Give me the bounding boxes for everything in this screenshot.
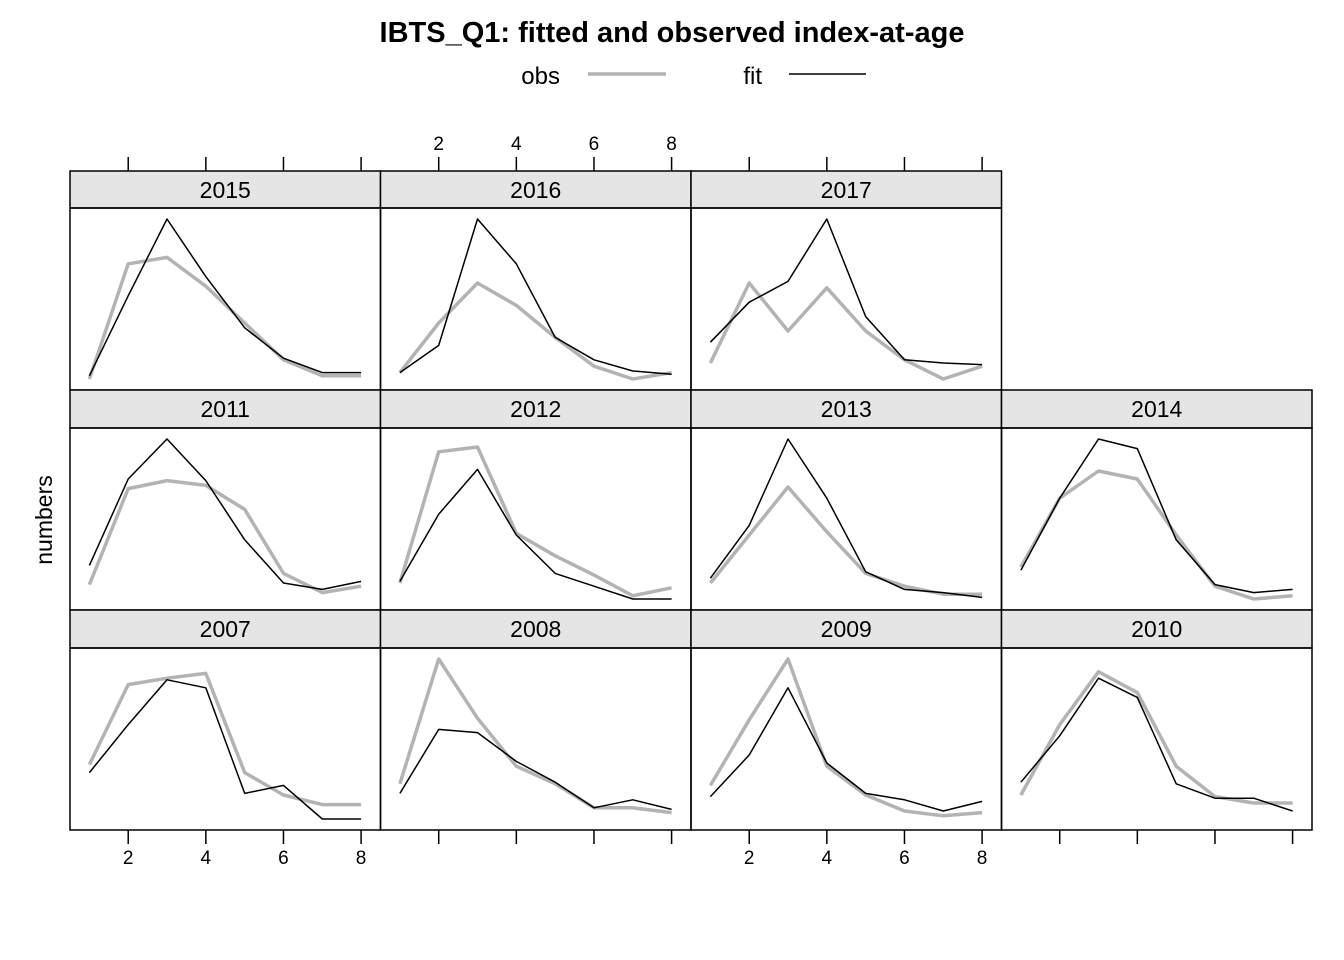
bottom-tick-label-col2-6: 6 [899, 848, 910, 869]
fit-line-2009 [709, 687, 983, 812]
panel-2010: 2010 [1000, 609, 1313, 831]
fit-line-2008 [399, 728, 672, 811]
panel-2016: 2016 [379, 170, 692, 391]
plot-area-2017 [690, 207, 1003, 391]
top-tick-label-col1-2: 2 [433, 134, 444, 155]
strip-label-2014: 2014 [1131, 396, 1182, 422]
bottom-tick-label-col2-8: 8 [977, 848, 988, 869]
strip-label-2009: 2009 [821, 616, 872, 642]
obs-line-2013 [709, 485, 983, 596]
strip-2013 [690, 389, 1003, 429]
obs-line-2009 [708, 657, 983, 818]
top-tick-label-col1-4: 4 [511, 134, 522, 155]
plot-area-2010 [1000, 647, 1313, 831]
panel-2009: 2009 [690, 609, 1003, 831]
top-tick-label-col1-8: 8 [666, 134, 677, 155]
strip-label-2010: 2010 [1131, 616, 1182, 642]
strip-2012 [379, 389, 692, 429]
strip-2009 [690, 609, 1003, 649]
fit-line-2011 [88, 438, 362, 591]
y-axis-label: numbers [31, 475, 57, 564]
strip-label-2015: 2015 [200, 177, 251, 203]
bottom-tick-label-col0-8: 8 [356, 848, 367, 869]
fit-line-2017 [709, 218, 983, 366]
strip-2014 [1000, 389, 1313, 429]
obs-line-2015 [87, 255, 362, 380]
bottom-tick-label-col0-2: 2 [123, 848, 134, 869]
panel-2007: 2007 [69, 609, 382, 831]
legend: obs fit [521, 63, 866, 90]
obs-line-2010 [1019, 670, 1293, 805]
obs-line-2012 [398, 445, 672, 598]
panel-2017: 2017 [690, 170, 1003, 391]
strip-label-2013: 2013 [821, 396, 872, 422]
strip-label-2011: 2011 [201, 396, 250, 422]
fit-line-2012 [399, 468, 672, 600]
panel-2012: 2012 [379, 389, 692, 611]
panel-2011: 2011 [69, 389, 382, 611]
obs-line-2016 [398, 281, 672, 381]
strip-label-2017: 2017 [821, 177, 872, 203]
obs-line-2014 [1019, 469, 1293, 601]
obs-line-2008 [398, 657, 672, 815]
obs-line-2007 [87, 671, 362, 807]
panel-2013: 2013 [690, 389, 1003, 611]
plot-area-2012 [379, 427, 692, 611]
strip-label-2016: 2016 [510, 177, 561, 203]
plot-area-2013 [690, 427, 1003, 611]
fit-line-2013 [709, 438, 983, 599]
strip-2008 [379, 609, 692, 649]
bottom-tick-label-col0-4: 4 [201, 848, 212, 869]
fit-line-2014 [1020, 438, 1293, 594]
strip-label-2012: 2012 [510, 396, 561, 422]
fit-line-2010 [1020, 677, 1293, 812]
fit-line-2007 [88, 679, 362, 820]
bottom-tick-label-col2-4: 4 [822, 848, 833, 869]
panel-2015: 2015 [69, 170, 382, 391]
bottom-tick-label-col0-6: 6 [278, 848, 289, 869]
fit-line-2016 [399, 218, 672, 375]
panel-2008: 2008 [379, 609, 692, 831]
axes: 2 4 6 8 2 4 6 8 2 4 6 8 [123, 134, 1294, 869]
obs-line-2017 [708, 281, 983, 381]
strip-label-2008: 2008 [510, 616, 561, 642]
obs-line-2011 [87, 478, 362, 595]
legend-label-fit: fit [743, 63, 762, 90]
fit-line-2015 [88, 218, 362, 377]
strip-2007 [69, 609, 382, 649]
legend-label-obs: obs [521, 63, 560, 90]
strip-label-2007: 2007 [200, 616, 251, 642]
panel-2014: 2014 [1000, 389, 1313, 611]
panel-grid: 2015 2016 2017 2011 2012 2013 2014 2007 2008 2009… [69, 170, 1313, 831]
bottom-tick-label-col2-2: 2 [744, 848, 755, 869]
chart-title: IBTS_Q1: fitted and observed index-at-ag… [380, 17, 965, 49]
strip-2015 [69, 170, 382, 209]
top-tick-label-col1-6: 6 [589, 134, 600, 155]
